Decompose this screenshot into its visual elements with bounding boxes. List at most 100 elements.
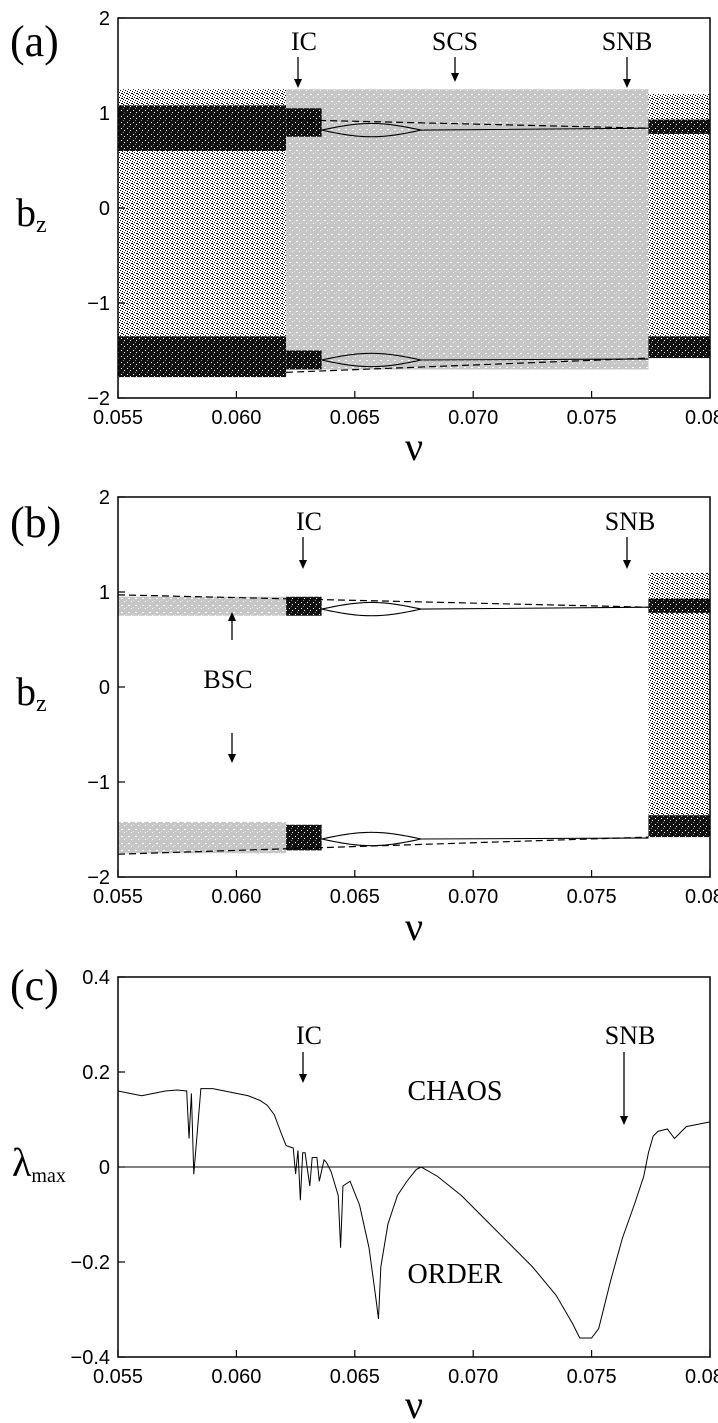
panel-a: (a) 0.055 0.060 0.065 0.070 0.075 0.080 …: [10, 8, 718, 469]
y-axis-label-sub: max: [31, 1165, 65, 1187]
arrow-down-icon: [623, 57, 631, 88]
y-tick-label: −2: [87, 388, 110, 410]
y-tick-label: −1: [87, 772, 110, 794]
unstable-branch-line: [286, 357, 649, 373]
panel-b-y-axis: −2 −1 0 1 2: [87, 487, 110, 889]
x-tick-label: 0.075: [567, 886, 617, 908]
dense-chaotic-band: [118, 105, 287, 151]
y-tick-label: −1: [87, 293, 110, 315]
y-axis-label: bz: [16, 190, 47, 238]
arrow-down-icon: [299, 537, 307, 569]
chaotic-region: [648, 94, 710, 356]
annotation-snb-label: SNB: [605, 1021, 656, 1050]
y-axis-label: bz: [16, 669, 47, 717]
x-axis-label: ν: [405, 424, 423, 469]
panel-c: (c) 0.055 0.060 0.065 0.070 0.075 0.080 …: [10, 961, 718, 1423]
y-tick-label: −2: [87, 867, 110, 889]
x-tick-label: 0.070: [448, 886, 498, 908]
panel-label-b: (b): [10, 498, 61, 547]
x-tick-label: 0.080: [685, 886, 718, 908]
dense-chaotic-band: [648, 815, 710, 838]
y-tick-label: −0.2: [71, 1252, 110, 1274]
arrow-down-icon: [228, 733, 236, 763]
arrow-down-icon: [299, 1052, 307, 1083]
y-tick-label: 1: [99, 103, 110, 125]
annotation-ic: IC: [296, 507, 322, 569]
arrow-down-icon: [623, 537, 631, 569]
dense-chaotic-band: [286, 108, 322, 137]
panel-b-plot-area: [117, 496, 711, 878]
panel-a-x-axis: 0.055 0.060 0.065 0.070 0.075 0.080: [93, 407, 718, 429]
y-tick-label: 1: [99, 582, 110, 604]
panel-c-x-axis: 0.055 0.060 0.065 0.070 0.075 0.080: [93, 1366, 718, 1388]
y-axis-label-main: b: [16, 190, 36, 235]
annotation-snb: SNB: [602, 27, 653, 88]
dense-chaotic-band: [118, 336, 287, 378]
annotation-snb: SNB: [605, 507, 656, 569]
panel-a-y-axis: −2 −1 0 1 2: [87, 8, 110, 410]
arrow-down-icon: [451, 57, 459, 82]
annotation-ic-label: IC: [291, 27, 317, 56]
y-axis-label-main: b: [16, 669, 36, 714]
panel-label-a: (a): [10, 17, 59, 66]
panel-b-x-axis: 0.055 0.060 0.065 0.070 0.075 0.080: [93, 886, 718, 908]
grey-chaotic-band: [118, 821, 287, 854]
periodic-orbit-branch: [321, 601, 649, 617]
annotation-bsc: BSC: [203, 612, 253, 763]
y-axis-label-main: λ: [12, 1140, 32, 1185]
annotation-ic: IC: [291, 27, 317, 88]
x-tick-label: 0.080: [685, 407, 718, 429]
panel-c-y-axis: −0.4 −0.2 0 0.2 0.4: [71, 967, 110, 1369]
arrow-up-icon: [228, 612, 236, 640]
dense-chaotic-band: [286, 824, 322, 851]
annotation-ic: IC: [296, 1021, 322, 1083]
x-tick-label: 0.080: [685, 1366, 718, 1388]
y-axis-label-sub: z: [36, 212, 47, 238]
panel-b-frame: [117, 496, 711, 878]
x-tick-label: 0.065: [330, 886, 380, 908]
panel-b: (b) 0.055 0.060 0.065 0.070 0.075 0.080 …: [10, 487, 718, 949]
unstable-branch-line: [117, 594, 649, 608]
y-tick-label: 0: [99, 1157, 110, 1179]
y-tick-label: 0.2: [82, 1062, 110, 1084]
annotation-bsc-label: BSC: [203, 665, 252, 694]
y-tick-label: 0.4: [82, 967, 110, 989]
annotation-snb: SNB: [605, 1021, 656, 1125]
annotation-snb-label: SNB: [605, 507, 656, 536]
periodic-orbit-branch: [321, 122, 649, 138]
chaotic-region: [648, 573, 710, 835]
x-axis-label: ν: [405, 904, 423, 949]
x-tick-label: 0.065: [330, 1366, 380, 1388]
dense-chaotic-band: [286, 596, 322, 616]
region-label-order: ORDER: [408, 1259, 503, 1290]
x-tick-label: 0.060: [211, 1366, 261, 1388]
dense-chaotic-band: [648, 598, 710, 613]
periodic-orbit-branch: [321, 352, 649, 368]
y-tick-label: −0.4: [71, 1347, 110, 1369]
annotation-scs-label: SCS: [432, 27, 478, 56]
annotation-ic-label: IC: [296, 507, 322, 536]
x-tick-label: 0.060: [211, 407, 261, 429]
unstable-branch-line: [286, 119, 649, 129]
x-tick-label: 0.075: [567, 1366, 617, 1388]
chaotic-saddle-band: [286, 89, 649, 370]
x-tick-label: 0.055: [93, 1366, 143, 1388]
x-tick-label: 0.055: [93, 886, 143, 908]
y-axis-label: λmax: [12, 1140, 66, 1187]
panel-c-frame: [117, 976, 711, 1358]
y-axis-label-sub: z: [36, 691, 47, 717]
x-tick-label: 0.070: [448, 407, 498, 429]
annotation-snb-label: SNB: [602, 27, 653, 56]
x-axis-label: ν: [405, 1382, 423, 1423]
x-tick-label: 0.070: [448, 1366, 498, 1388]
y-tick-label: 0: [99, 677, 110, 699]
x-tick-label: 0.065: [330, 407, 380, 429]
x-tick-label: 0.075: [567, 407, 617, 429]
dense-chaotic-band: [648, 336, 710, 359]
dense-chaotic-band: [286, 350, 322, 370]
lyapunov-exponent-line: [117, 1088, 711, 1339]
panel-label-c: (c): [10, 961, 59, 1010]
region-label-chaos: CHAOS: [408, 1076, 503, 1107]
panel-a-plot-area: [117, 17, 711, 399]
